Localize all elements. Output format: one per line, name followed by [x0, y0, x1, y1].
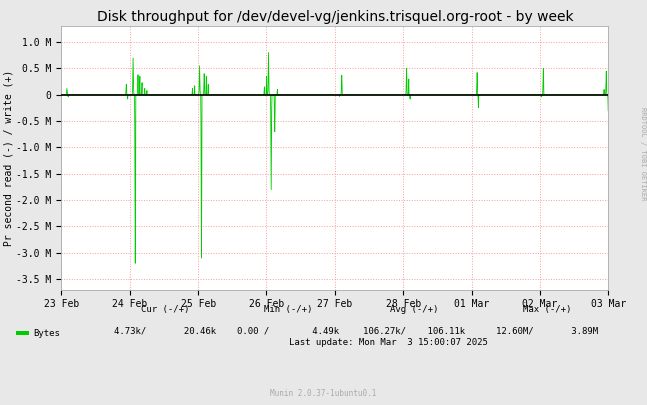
- Text: Avg (-/+): Avg (-/+): [390, 305, 438, 314]
- Text: Bytes: Bytes: [34, 329, 61, 338]
- Text: Last update: Mon Mar  3 15:00:07 2025: Last update: Mon Mar 3 15:00:07 2025: [289, 338, 488, 347]
- Text: 0.00 /        4.49k: 0.00 / 4.49k: [237, 326, 339, 335]
- Text: Max (-/+): Max (-/+): [523, 305, 571, 314]
- Text: Munin 2.0.37-1ubuntu0.1: Munin 2.0.37-1ubuntu0.1: [270, 389, 377, 398]
- Text: 12.60M/       3.89M: 12.60M/ 3.89M: [496, 326, 598, 335]
- Y-axis label: Pr second read (-) / write (+): Pr second read (-) / write (+): [4, 70, 14, 246]
- Text: Cur (-/+): Cur (-/+): [141, 305, 189, 314]
- Text: 106.27k/    106.11k: 106.27k/ 106.11k: [363, 326, 465, 335]
- Title: Disk throughput for /dev/devel-vg/jenkins.trisquel.org-root - by week: Disk throughput for /dev/devel-vg/jenkin…: [96, 10, 573, 24]
- Text: Min (-/+): Min (-/+): [264, 305, 312, 314]
- Text: 4.73k/       20.46k: 4.73k/ 20.46k: [114, 326, 216, 335]
- Text: RRDTOOL / TOBI OETIKER: RRDTOOL / TOBI OETIKER: [640, 107, 646, 200]
